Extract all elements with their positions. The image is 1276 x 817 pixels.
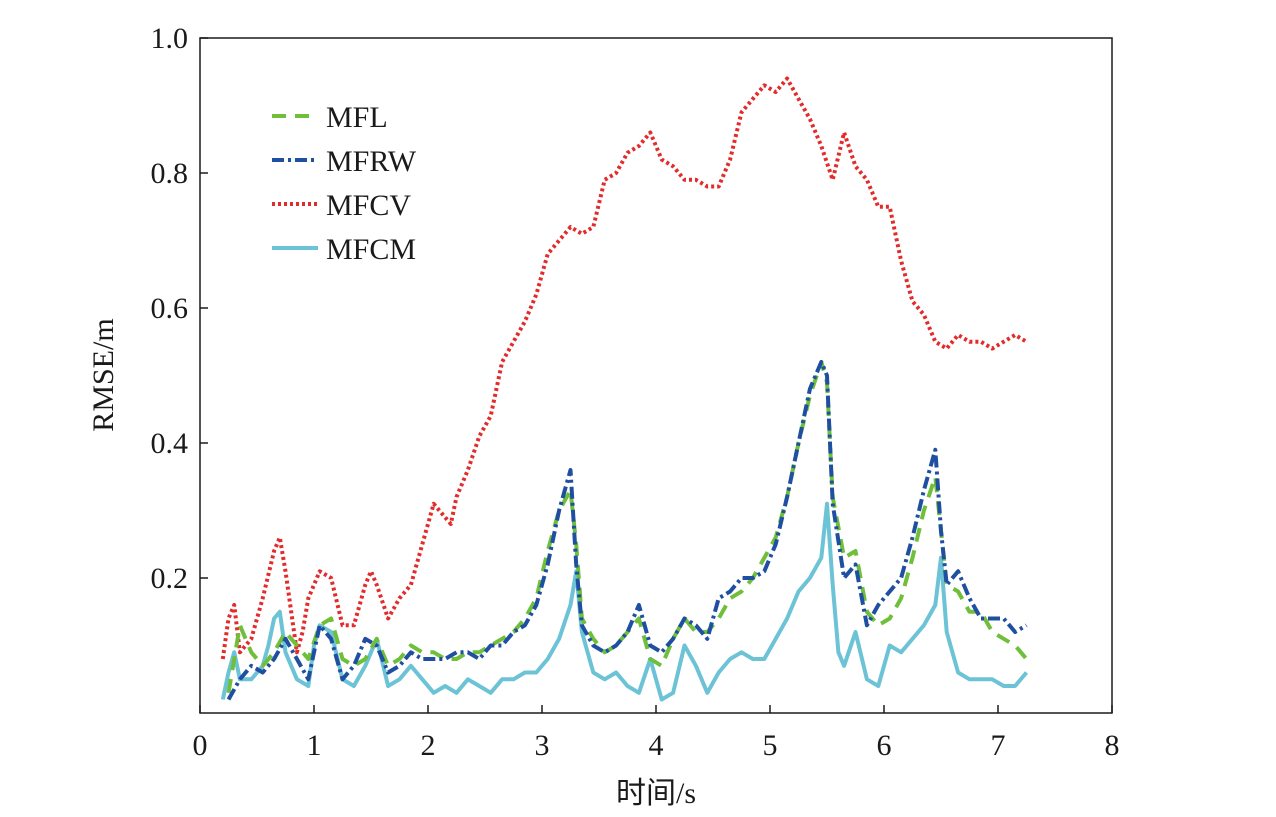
x-tick-label: 2	[421, 729, 436, 762]
ticks-layer: 0 1 2 3 4 5 6 7 8 0.2 0.4 0.6 0.8 1.0	[151, 22, 1120, 762]
x-tick-label: 0	[193, 729, 208, 762]
y-tick-label: 0.8	[151, 157, 189, 190]
legend-label-mfcv: MFCV	[326, 189, 411, 222]
legend: MFL MFRW MFCV MFCM	[272, 101, 417, 266]
series-line-mfrw	[226, 360, 1028, 701]
y-axis-title: RMSE/m	[87, 318, 120, 431]
x-tick-label: 6	[877, 729, 892, 762]
y-tick-label: 0.6	[151, 292, 189, 325]
series-line-mfl	[226, 360, 1029, 694]
x-tick-label: 3	[535, 729, 550, 762]
legend-label-mfcm: MFCM	[326, 233, 416, 266]
x-tick-label: 4	[649, 729, 664, 762]
x-tick-label: 1	[307, 729, 322, 762]
y-tick-label: 0.4	[151, 427, 189, 460]
series-line-mfcm	[220, 501, 1029, 702]
series-layer	[220, 76, 1029, 702]
legend-label-mfrw: MFRW	[326, 145, 417, 178]
series-line-mfcv	[220, 76, 1028, 660]
legend-label-mfl: MFL	[326, 101, 388, 134]
y-tick-label: 0.2	[151, 562, 189, 595]
y-tick-label: 1.0	[151, 22, 189, 55]
x-tick-label: 8	[1105, 729, 1120, 762]
x-tick-label: 7	[991, 729, 1006, 762]
x-tick-label: 5	[763, 729, 778, 762]
x-axis-title: 时间/s	[616, 777, 696, 810]
